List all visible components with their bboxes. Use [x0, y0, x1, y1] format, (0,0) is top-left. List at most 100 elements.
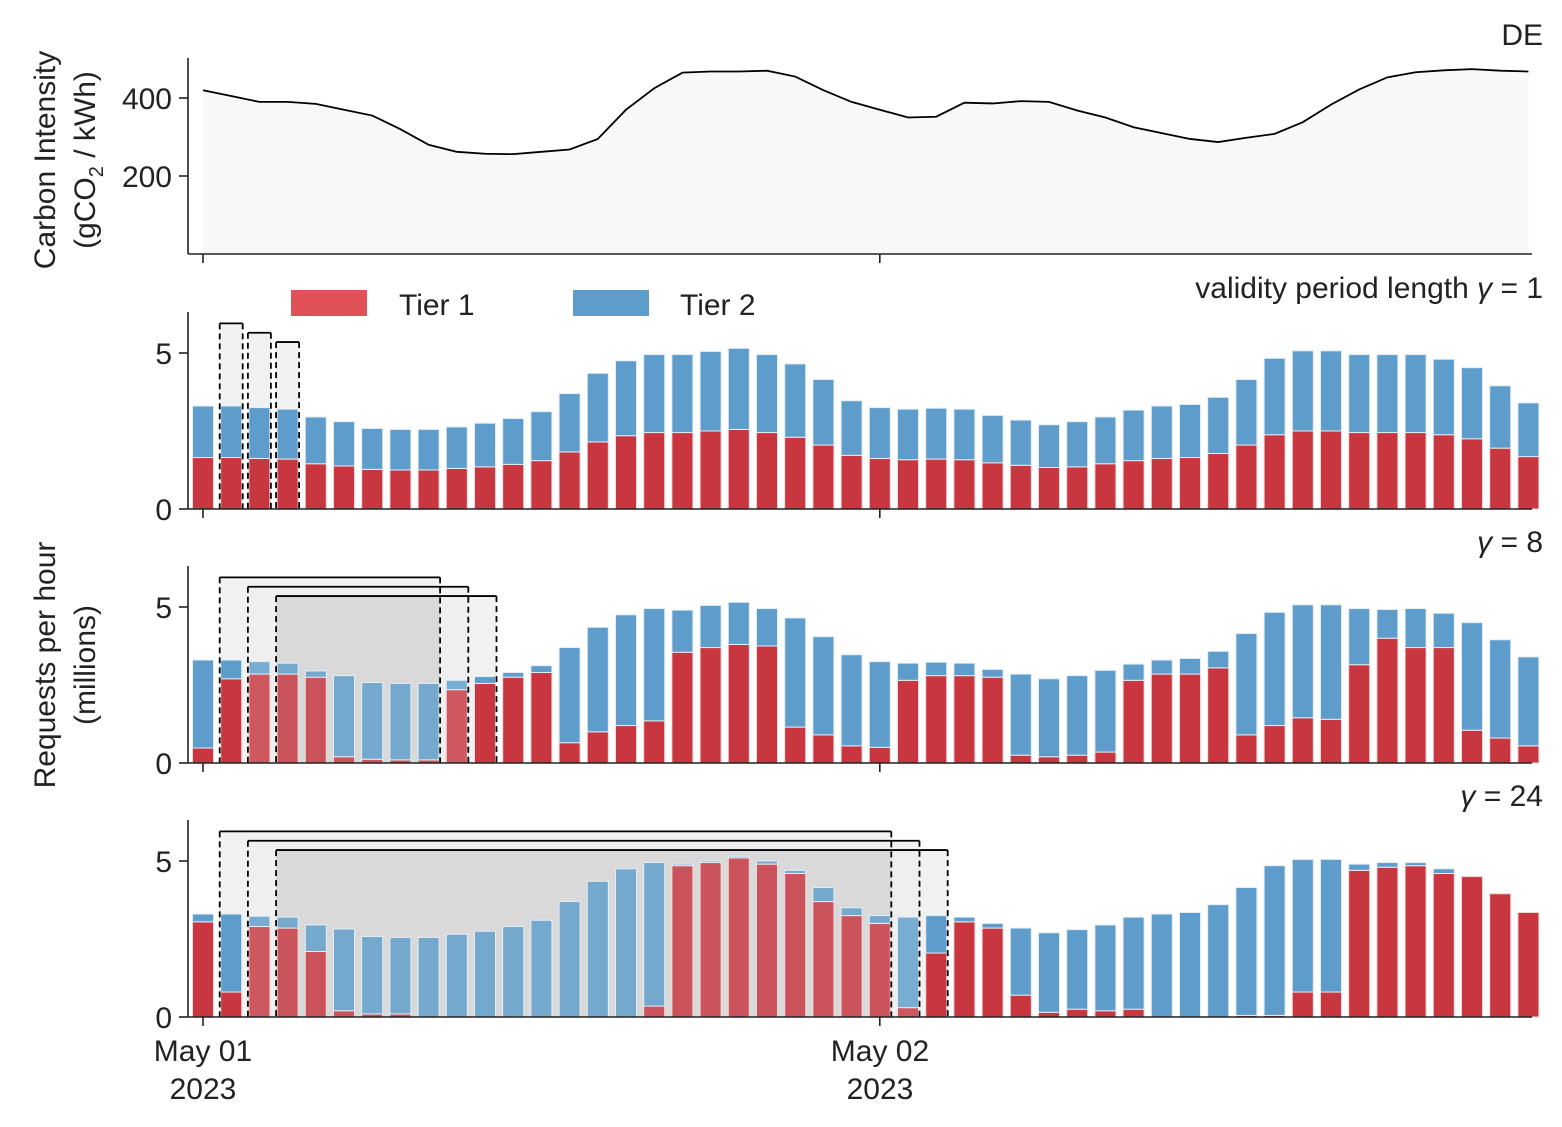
bar-tier2-h30 [1038, 424, 1060, 469]
carbon-intensity-line [202, 68, 1529, 156]
bar-tier2-h30 [1038, 932, 1060, 1013]
bar-tier2-h28 [981, 668, 1004, 678]
bar-tier2-h35 [1179, 657, 1201, 675]
ytick-label-0: 0 [155, 494, 172, 527]
bar-tier1-h27 [953, 459, 976, 510]
legend-label-tier2: Tier 2 [680, 289, 756, 322]
bar-tier1-h17 [671, 651, 694, 764]
bar-tier2-h0 [192, 913, 214, 923]
bar-tier2-h17 [671, 863, 694, 867]
ytick-label-5: 5 [155, 846, 172, 879]
bar-tier1-h12 [530, 460, 553, 510]
gamma1-value: 1 [1526, 272, 1543, 305]
bar-tier2-h10 [474, 422, 496, 468]
bar-tier1-h40 [1320, 430, 1342, 510]
bar-tier1-h29 [1009, 464, 1032, 510]
bar-tier1-h43 [1404, 647, 1427, 764]
bar-tier1-h10 [474, 466, 496, 510]
bar-tier1-h32 [1094, 463, 1117, 510]
bar-tier1-h19 [727, 428, 750, 510]
bar-tier2-h7 [389, 428, 412, 471]
bar-tier2-h42 [1376, 608, 1399, 639]
bar-tier2-h46 [1489, 385, 1512, 449]
bar-tier1-h24 [868, 457, 891, 510]
bar-tier2-h29 [1009, 673, 1032, 756]
bar-tier1-h25 [897, 679, 919, 764]
bar-tier1-h17 [671, 865, 694, 1018]
bar-tier1-h33 [1122, 679, 1145, 764]
bar-tier2-h31 [1066, 929, 1089, 1010]
bar-tier2-h44 [1432, 358, 1455, 436]
bar-tier1-h0 [192, 921, 214, 1018]
bar-tier2-h43 [1404, 354, 1427, 434]
bar-tier2-h21 [784, 869, 807, 874]
carbon-area-fill [203, 69, 1529, 254]
bar-tier2-h14 [586, 880, 609, 1018]
bar-tier2-h21 [784, 363, 807, 438]
bar-tier2-h8 [417, 682, 440, 761]
bar-tier2-h47 [1517, 656, 1540, 747]
bar-tier2-h26 [925, 661, 948, 677]
bar-tier2-h1 [220, 405, 243, 459]
bar-tier1-h47 [1517, 911, 1540, 1018]
bar-tier2-h18 [699, 350, 722, 432]
bar-tier1-h14 [586, 731, 609, 764]
bar-tier2-h46 [1489, 639, 1512, 739]
bar-tier2-h29 [1009, 927, 1032, 996]
bar-tier2-h22 [812, 887, 835, 903]
bar-tier1-h12 [530, 672, 553, 764]
bar-tier1-h44 [1432, 434, 1455, 510]
legend: Tier 1 Tier 2 [291, 289, 756, 322]
bar-tier2-h41 [1348, 354, 1371, 434]
gamma-symbol: γ [1477, 526, 1494, 559]
bar-tier1-h5 [333, 756, 355, 764]
bar-tier1-h24 [868, 922, 891, 1018]
bar-tier1-h39 [1291, 430, 1314, 510]
bar-tier2-h13 [558, 901, 581, 1018]
bar-tier2-h10 [474, 676, 496, 684]
bar-tier1-h47 [1517, 456, 1540, 510]
bar-tier1-h37 [1235, 444, 1258, 510]
bar-tier1-h33 [1122, 460, 1145, 510]
bar-tier1-h45 [1461, 729, 1483, 764]
bar-tier2-h45 [1461, 367, 1483, 440]
bar-tier1-h32 [1094, 751, 1117, 764]
xtick-label-may02-line1: May 02 [831, 1035, 929, 1068]
bar-tier1-h13 [558, 451, 581, 510]
bar-tier1-h33 [1122, 1008, 1145, 1018]
bar-tier2-h20 [756, 860, 778, 865]
xtick-label-may02-line2: 2023 [847, 1073, 914, 1106]
equals-sign: = [1475, 780, 1509, 813]
bar-tier2-h37 [1235, 379, 1258, 446]
bar-tier2-h44 [1432, 868, 1455, 874]
bar-tier1-h41 [1348, 432, 1371, 510]
carbon-ylabel-line1: Carbon Intensity [29, 51, 62, 269]
carbon-intensity-panel: 200 400 [122, 58, 1532, 263]
bar-tier1-h43 [1404, 865, 1427, 1018]
bar-tier2-h12 [530, 411, 553, 462]
bar-tier2-h4 [304, 924, 327, 952]
bar-tier2-h31 [1066, 421, 1089, 468]
bar-tier2-h0 [192, 405, 214, 459]
bar-tier2-h16 [643, 354, 666, 434]
bar-tier2-h40 [1320, 604, 1342, 720]
bar-tier2-h19 [727, 347, 750, 430]
panel-title-gamma1-text: validity period length [1195, 272, 1477, 305]
bar-tier2-h27 [953, 916, 976, 923]
bar-tier1-h36 [1207, 452, 1230, 510]
bar-tier2-h39 [1291, 350, 1314, 432]
bar-tier2-h42 [1376, 354, 1399, 434]
requests-ylabel-line1: Requests per hour [29, 542, 62, 789]
bar-tier2-h3 [276, 662, 299, 675]
bar-tier1-h25 [897, 1007, 919, 1018]
carbon-ylabel-sub: 2 [86, 166, 108, 177]
bar-tier1-h22 [812, 444, 835, 510]
bar-tier1-h3 [276, 673, 299, 764]
bar-tier2-h31 [1066, 675, 1089, 756]
requests-panel-gamma1: 05 [155, 312, 1540, 527]
bar-tier2-h23 [840, 907, 863, 917]
bar-tier1-h7 [389, 469, 412, 510]
bar-tier2-h4 [304, 416, 327, 465]
bar-tier2-h12 [530, 665, 553, 674]
bar-tier1-h29 [1009, 994, 1032, 1018]
